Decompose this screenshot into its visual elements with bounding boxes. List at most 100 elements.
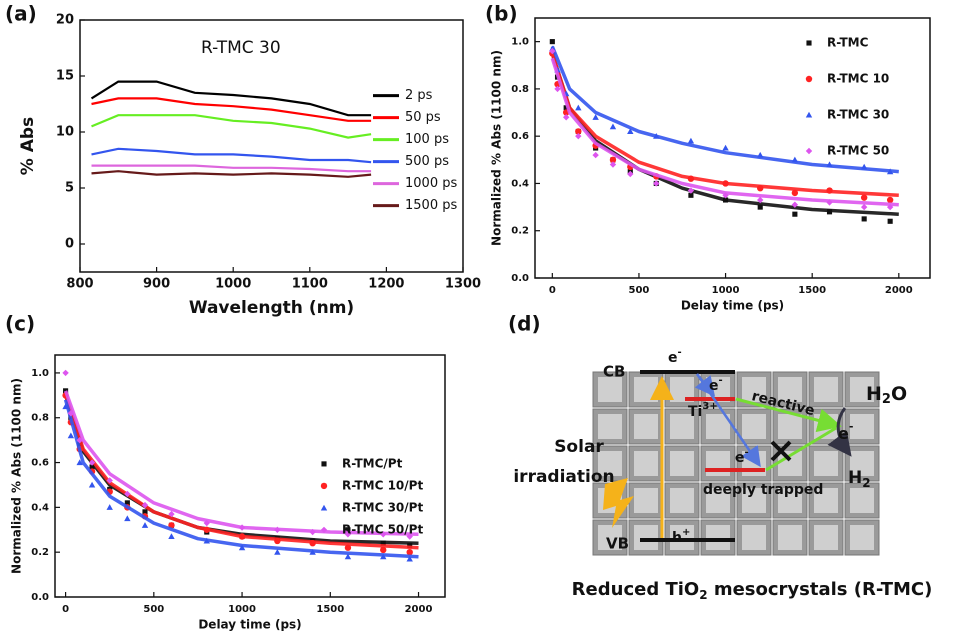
panel-label: (c)	[5, 312, 35, 336]
x-axis-title: Delay time (ps)	[681, 299, 784, 313]
electron-label: e-	[709, 375, 723, 394]
block-face	[850, 525, 874, 550]
x-axis-title: Wavelength (nm)	[189, 298, 354, 318]
point	[688, 192, 694, 198]
hydrogen-label: H2	[848, 468, 871, 490]
y-tick-label: 0.6	[511, 131, 529, 142]
x-tick-label: 900	[143, 277, 170, 292]
point	[722, 144, 729, 151]
block-face	[670, 525, 694, 550]
charge: -	[745, 447, 749, 458]
x-tick-label: 1300	[445, 277, 481, 292]
point	[549, 47, 556, 55]
x-axis-title: Delay time (ps)	[198, 618, 301, 632]
x-tick-label: 1100	[292, 277, 328, 292]
series-line	[91, 114, 372, 139]
y-tick-label: 5	[65, 181, 74, 196]
y-tick-label: 0	[65, 237, 74, 252]
subscript: 2	[699, 588, 707, 602]
hole-label: h+	[672, 527, 690, 546]
point	[575, 128, 582, 135]
point	[563, 105, 569, 111]
legend-swatch	[806, 40, 812, 46]
legend-label: R-TMC 30/Pt	[342, 500, 423, 514]
block-face	[850, 414, 874, 439]
y-tick-label: 0.4	[511, 178, 529, 189]
legend-label: R-TMC 50	[827, 144, 889, 158]
point	[88, 459, 96, 466]
point	[88, 481, 96, 488]
point	[757, 196, 764, 204]
solar-label: irradiation	[513, 467, 614, 487]
solar-label: Solar	[554, 437, 604, 457]
series-line	[91, 147, 372, 164]
block-face	[778, 488, 802, 513]
fit-line	[550, 45, 899, 174]
point	[791, 189, 799, 197]
block-face	[598, 377, 622, 402]
x-tick-label: 2000	[885, 285, 913, 296]
point	[274, 548, 281, 555]
panel-label: (d)	[508, 312, 541, 336]
block-face	[778, 414, 802, 439]
point	[861, 216, 867, 222]
trap-arrow	[695, 373, 761, 468]
point	[62, 369, 69, 377]
annotation: R-TMC 30	[201, 38, 281, 58]
block-face	[598, 525, 622, 550]
panel-label: (a)	[5, 2, 37, 26]
point	[887, 218, 893, 224]
block-face	[706, 525, 730, 550]
block-face	[814, 451, 838, 476]
y-tick-label: 0.8	[511, 84, 529, 95]
block-face	[814, 488, 838, 513]
block-face	[706, 488, 730, 513]
caption-part: Reduced TiO	[572, 579, 700, 600]
fit-line	[550, 57, 899, 207]
block-face	[814, 525, 838, 550]
legend-label: R-TMC 50/Pt	[342, 522, 423, 536]
block-face	[634, 377, 658, 402]
point	[627, 170, 634, 178]
block-face	[742, 414, 766, 439]
legend-label: R-TMC/Pt	[342, 456, 403, 470]
point	[345, 527, 351, 533]
symbol: e	[668, 350, 678, 366]
point	[653, 180, 660, 187]
point	[592, 151, 599, 159]
point	[344, 544, 352, 551]
series-line	[91, 170, 372, 178]
y-tick-label: 0.8	[31, 413, 49, 424]
legend-label: 50 ps	[405, 110, 441, 125]
point	[168, 533, 175, 540]
point	[142, 509, 148, 515]
diagram: (d) CB VB e- e- e- e- Ti3+ h+ reactive d…	[508, 312, 932, 602]
block-face	[742, 488, 766, 513]
point	[549, 39, 555, 45]
block-face	[634, 414, 658, 439]
legend-swatch	[320, 526, 328, 534]
water-label: H2O	[866, 383, 907, 407]
x-tick-label: 1000	[215, 277, 251, 292]
point	[168, 522, 175, 529]
legend-swatch	[805, 111, 813, 118]
point	[687, 187, 695, 194]
series-line	[90, 80, 372, 117]
x-tick-label: 1000	[228, 604, 256, 615]
point	[380, 546, 387, 554]
x-tick-label: 500	[629, 285, 650, 296]
y-tick-label: 1.0	[511, 37, 529, 48]
x-tick-label: 0	[549, 285, 556, 296]
y-tick-label: 20	[56, 13, 74, 28]
point	[344, 553, 352, 560]
crystal-blocks	[592, 371, 880, 556]
point	[554, 85, 561, 93]
electron-label: e-	[838, 420, 853, 443]
fit-line	[550, 52, 899, 198]
point	[575, 104, 582, 111]
charge: -	[678, 347, 682, 358]
symbol: e	[735, 450, 745, 466]
ti-label: Ti3+	[688, 401, 718, 420]
point	[860, 203, 868, 211]
point	[89, 464, 95, 470]
